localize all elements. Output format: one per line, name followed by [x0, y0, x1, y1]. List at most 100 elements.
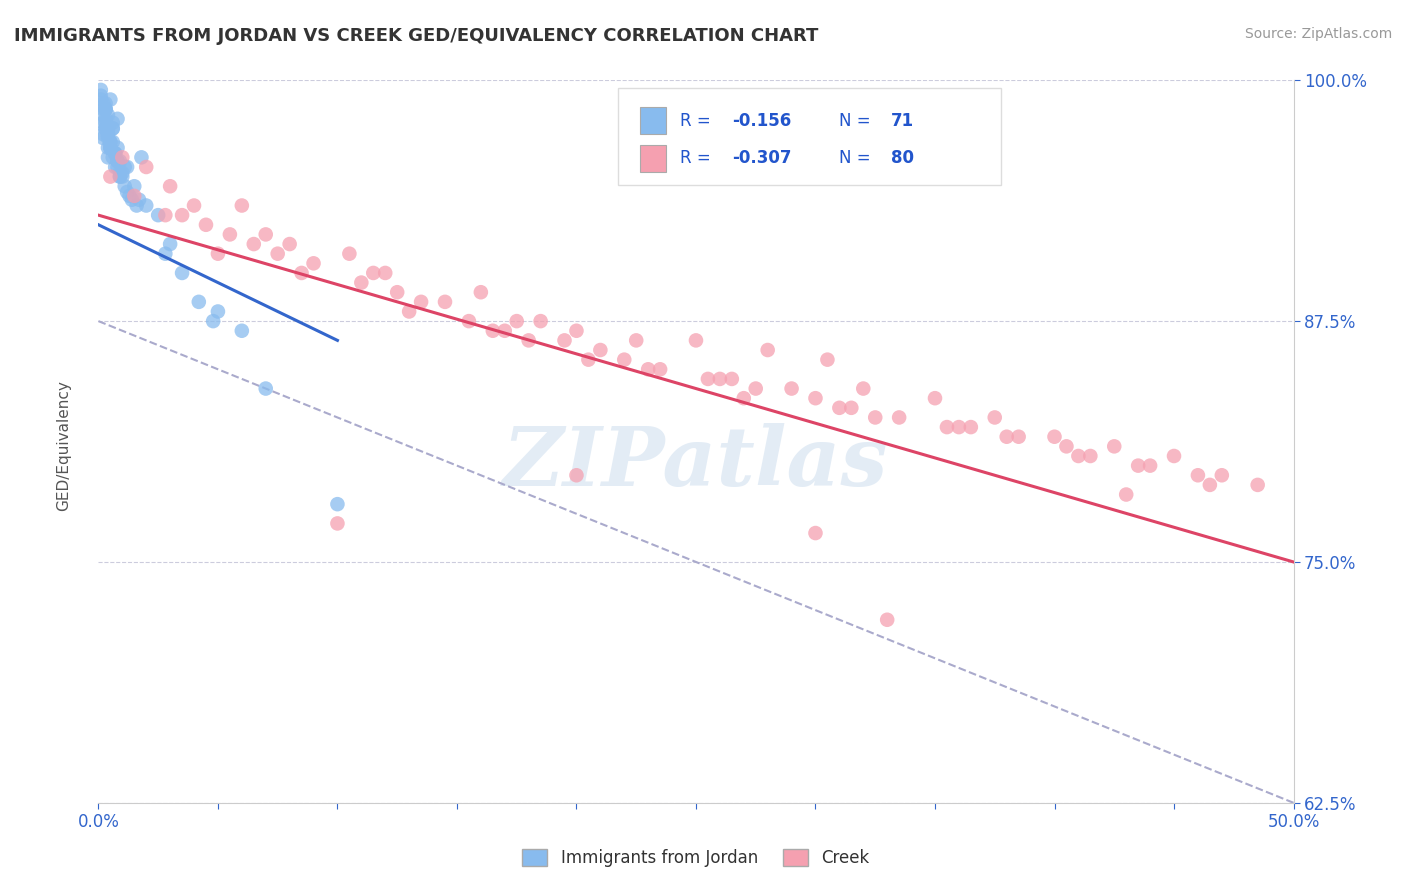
- Point: [91, 96, 114, 111]
- Text: ZIPatlas: ZIPatlas: [503, 423, 889, 503]
- Point: [90, 88, 112, 103]
- Point: [995, 430, 1018, 444]
- Point: [104, 146, 127, 161]
- Point: [1115, 487, 1137, 501]
- Point: [1067, 449, 1090, 463]
- Point: [278, 237, 301, 252]
- Point: [101, 121, 124, 136]
- Bar: [640, 145, 666, 172]
- Point: [108, 154, 131, 169]
- Point: [98, 93, 122, 107]
- Point: [94, 102, 117, 116]
- Point: [98, 135, 122, 149]
- Point: [111, 150, 134, 164]
- Point: [494, 324, 516, 338]
- Point: [108, 169, 131, 184]
- Point: [1187, 468, 1209, 483]
- Point: [155, 246, 177, 260]
- Point: [183, 198, 205, 212]
- Point: [1247, 478, 1270, 492]
- Point: [107, 154, 129, 169]
- Point: [517, 334, 540, 348]
- Point: [709, 372, 731, 386]
- Point: [1128, 458, 1150, 473]
- Point: [97, 121, 120, 136]
- Point: [104, 146, 127, 161]
- Point: [267, 246, 290, 260]
- Point: [107, 154, 129, 169]
- Point: [172, 208, 194, 222]
- Point: [108, 169, 131, 184]
- Point: [852, 382, 875, 396]
- Point: [243, 237, 266, 252]
- Point: [107, 141, 129, 155]
- Point: [91, 127, 114, 141]
- Point: [565, 324, 588, 338]
- Point: [733, 391, 755, 405]
- Point: [385, 285, 409, 300]
- Point: [91, 131, 114, 145]
- Point: [458, 314, 481, 328]
- Point: [626, 334, 648, 348]
- Point: [115, 185, 138, 199]
- Point: [111, 166, 134, 180]
- Point: [104, 146, 127, 161]
- Point: [398, 304, 420, 318]
- Point: [101, 116, 124, 130]
- Point: [202, 314, 225, 328]
- Point: [302, 256, 325, 270]
- Point: [685, 334, 707, 348]
- Point: [207, 246, 229, 260]
- Point: [108, 166, 131, 180]
- Point: [159, 237, 181, 252]
- Point: [984, 410, 1007, 425]
- Point: [1163, 449, 1185, 463]
- Point: [115, 160, 138, 174]
- Point: [960, 420, 983, 434]
- Point: [131, 150, 153, 164]
- Point: [195, 218, 218, 232]
- Bar: [640, 107, 666, 135]
- Point: [1104, 439, 1126, 453]
- Point: [98, 169, 122, 184]
- Point: [1139, 458, 1161, 473]
- Point: [291, 266, 314, 280]
- Point: [1056, 439, 1078, 453]
- Point: [97, 141, 120, 155]
- Point: [159, 179, 181, 194]
- Text: N =: N =: [839, 112, 870, 129]
- Point: [506, 314, 529, 328]
- Point: [91, 116, 114, 130]
- Point: [697, 372, 720, 386]
- Point: [101, 135, 124, 149]
- Point: [470, 285, 492, 300]
- Point: [114, 160, 136, 174]
- Point: [554, 334, 576, 348]
- Point: [1199, 478, 1222, 492]
- Point: [578, 352, 600, 367]
- Point: [254, 382, 277, 396]
- Point: [94, 102, 117, 116]
- Text: -0.156: -0.156: [733, 112, 792, 129]
- Point: [756, 343, 779, 357]
- Point: [231, 198, 253, 212]
- Text: -0.307: -0.307: [733, 149, 792, 168]
- Point: [254, 227, 277, 242]
- Text: R =: R =: [681, 112, 711, 129]
- Point: [94, 96, 117, 111]
- Point: [97, 108, 120, 122]
- Point: [98, 141, 122, 155]
- Point: [411, 294, 433, 309]
- Point: [231, 324, 253, 338]
- Point: [101, 121, 124, 136]
- Text: GED/Equivalency: GED/Equivalency: [56, 381, 70, 511]
- Point: [326, 516, 349, 531]
- Point: [135, 160, 157, 174]
- Point: [565, 468, 588, 483]
- Point: [104, 160, 127, 174]
- Point: [107, 160, 129, 174]
- Text: R =: R =: [681, 149, 711, 168]
- Point: [94, 121, 117, 136]
- Point: [90, 93, 112, 107]
- Point: [219, 227, 242, 242]
